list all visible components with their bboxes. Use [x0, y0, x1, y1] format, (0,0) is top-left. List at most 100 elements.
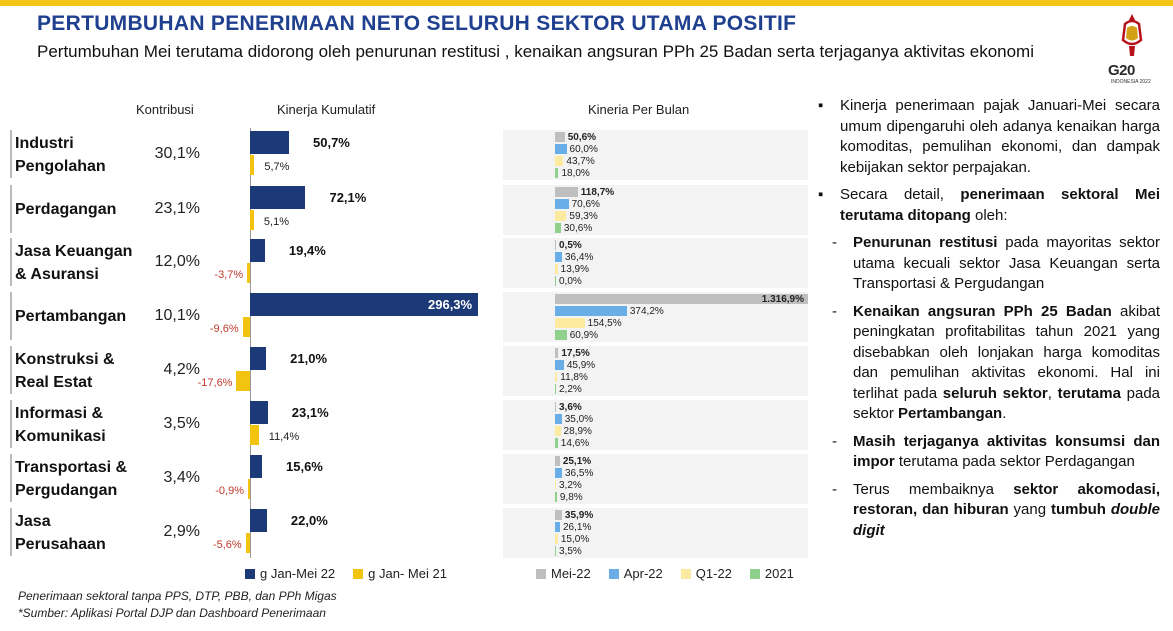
sector-contribution: 30,1%	[154, 145, 200, 162]
row-left-rule	[10, 238, 200, 286]
monthly-bar-mei-22	[555, 240, 556, 250]
cumulative-bar-2022	[250, 401, 268, 424]
text-run-bold: sektor akomodasi, restoran, dan hiburan	[853, 480, 1160, 519]
cumulative-label-2021: -9,6%	[209, 323, 239, 335]
footnote-scope: Penerimaan sektoral tanpa PPS, DTP, PBB,…	[18, 589, 337, 603]
sector-name: Jasa Keuangan & Asuransi	[15, 243, 133, 283]
monthly-label-apr-22: 36,5%	[565, 468, 594, 479]
cumulative-label-2022: 22,0%	[290, 513, 328, 528]
monthly-bar-mei-22	[555, 402, 556, 412]
cumulative-bar-2021	[250, 210, 254, 230]
cumulative-bar-2022	[250, 347, 267, 370]
commentary-dash-1: - Penurunan restitusi pada mayoritas sek…	[818, 233, 1160, 295]
monthly-label-apr-22: 26,1%	[563, 522, 592, 533]
cumulative-bar-2021	[248, 479, 250, 499]
sector-contribution: 10,1%	[154, 307, 200, 324]
row-left-rule	[10, 185, 200, 233]
monthly-bar-mei-22	[555, 132, 565, 142]
monthly-label-q1-22: 28,9%	[563, 426, 592, 437]
text-run-bold-italic: double digit	[853, 501, 1160, 539]
monthly-label-q1-22: 3,2%	[559, 480, 582, 491]
text-run: yang	[1008, 501, 1051, 518]
monthly-label-apr-22: 374,2%	[629, 306, 664, 317]
cumulative-label-2021: 11,4%	[268, 431, 300, 443]
bullet-icon: ▪	[818, 186, 824, 203]
footnote-source: *Sumber: Aplikasi Portal DJP dan Dashboa…	[18, 606, 326, 620]
monthly-label-2021: 60,9%	[569, 330, 599, 341]
dash-marker: -	[832, 302, 837, 320]
monthly-label-mei-22: 3,6%	[559, 402, 582, 413]
dash-marker: -	[832, 432, 837, 450]
legend-swatch	[680, 568, 691, 579]
monthly-label-q1-22: 13,9%	[560, 264, 590, 275]
g20-logo-icon	[1121, 14, 1143, 56]
cumulative-label-2022: 15,6%	[286, 459, 323, 474]
row-left-rule	[10, 346, 200, 394]
sector-name: Perdagangan	[15, 201, 117, 218]
legend-item-2021: 2021	[749, 566, 794, 581]
monthly-row-background	[503, 238, 808, 288]
monthly-label-q1-22: 15,0%	[560, 534, 590, 545]
monthly-bar-q1-22	[555, 534, 558, 544]
sector-contribution: 3,4%	[163, 469, 200, 486]
monthly-bar-apr-22	[555, 360, 564, 370]
monthly-row-background	[503, 346, 808, 396]
legend-item-mei-22: Mei-22	[536, 566, 591, 581]
commentary-panel: ▪ Kinerja penerimaan pajak Januari-Mei s…	[818, 96, 1160, 548]
cumulative-label-2022: 23,1%	[291, 405, 329, 420]
commentary-text: Terus membaiknya sektor akomodasi, resto…	[853, 480, 1160, 542]
cumulative-label-2021: -3,7%	[214, 269, 244, 281]
legend-swatch	[608, 568, 619, 579]
monthly-bar-q1-22	[555, 264, 558, 274]
legend-swatch	[245, 568, 255, 579]
sector-name: Jasa Perusahaan	[15, 513, 106, 553]
monthly-label-mei-22: 50,6%	[567, 132, 597, 143]
cumulative-bar-2022	[250, 293, 478, 316]
monthly-bar-mei-22	[555, 187, 578, 197]
column-header-kontribusi: Kontribusi	[136, 102, 194, 117]
text-run: .	[1002, 405, 1007, 422]
text-run: oleh:	[970, 206, 1008, 224]
legend-monthly: Mei-22 Apr-22 Q1-22 2021	[536, 566, 812, 581]
legend-cumulative: g Jan-Mei 22 g Jan- Mei 21	[245, 566, 465, 581]
cumulative-label-2021: -17,6%	[197, 377, 233, 389]
monthly-label-apr-22: 45,9%	[566, 360, 596, 371]
cumulative-bar-2021	[242, 317, 250, 337]
monthly-bar-2021	[555, 168, 559, 178]
text-run: pada mayoritas sektor utama kecuali sekt…	[853, 234, 1160, 292]
monthly-label-2021: 18,0%	[561, 168, 590, 179]
monthly-bar-q1-22	[555, 480, 556, 490]
monthly-row-background	[503, 130, 808, 180]
monthly-bar-apr-22	[555, 414, 562, 424]
monthly-label-apr-22: 60,0%	[569, 144, 598, 155]
column-header-bulanan: Kineria Per Bulan	[588, 102, 690, 117]
g20-logo-text: G20	[1108, 62, 1135, 79]
monthly-label-2021: 3,5%	[559, 546, 582, 557]
legend-label: Apr-22	[623, 566, 663, 581]
commentary-bullet-1: ▪ Kinerja penerimaan pajak Januari-Mei s…	[818, 96, 1160, 178]
cumulative-bar-2022	[250, 509, 267, 532]
monthly-bar-2021	[555, 438, 558, 448]
commentary-dash-2: - Kenaikan angsuran PPh 25 Badan akibat …	[818, 302, 1160, 425]
text-run-bold: Pertambangan	[898, 405, 1003, 422]
cumulative-label-2022: 21,0%	[290, 351, 328, 366]
commentary-dash-4: - Terus membaiknya sektor akomodasi, res…	[818, 480, 1160, 542]
text-run-bold: Kenaikan angsuran PPh 25 Badan	[853, 302, 1112, 320]
monthly-bar-apr-22	[555, 468, 562, 478]
monthly-bar-2021	[555, 330, 567, 340]
legend-label: g Jan-Mei 22	[260, 566, 336, 581]
text-run: akibat peningkatan profitabilitas tahun …	[853, 302, 1161, 402]
legend-swatch	[536, 568, 546, 579]
monthly-bar-apr-22	[555, 306, 627, 316]
monthly-bar-q1-22	[555, 426, 561, 436]
commentary-text: Masih terjaganya aktivitas konsumsi dan …	[853, 432, 1160, 473]
monthly-label-apr-22: 35,0%	[564, 414, 594, 425]
monthly-bar-2021	[555, 492, 557, 502]
legend-label: Q1-22	[695, 566, 732, 581]
monthly-label-mei-22: 17,5%	[561, 348, 590, 359]
commentary-text: Kinerja penerimaan pajak Januari-Mei sec…	[840, 97, 1160, 176]
text-run: ,	[1047, 384, 1058, 402]
monthly-bar-apr-22	[555, 144, 567, 154]
monthly-row-background	[503, 508, 808, 558]
monthly-label-apr-22: 70,6%	[571, 199, 600, 210]
